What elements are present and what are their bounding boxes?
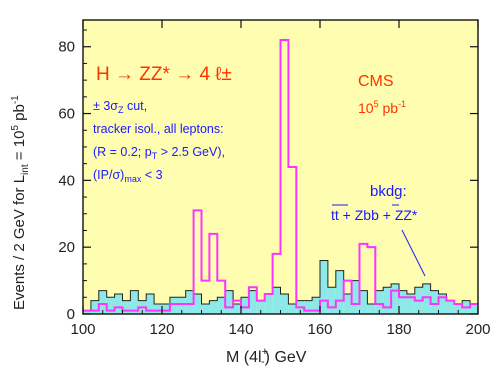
background-bar: [375, 290, 384, 314]
background-bar: [201, 303, 210, 314]
x-tick-label: 180: [386, 321, 411, 338]
background-bar: [90, 300, 99, 314]
background-bar: [438, 293, 447, 314]
background-bar: [106, 297, 115, 314]
background-bar: [209, 300, 218, 314]
background-series: [82, 260, 478, 314]
background-bar: [406, 293, 415, 314]
y-axis-label: Events / 2 GeV for Lint = 105 pb-1: [10, 95, 31, 310]
background-label: bkdg:: [370, 183, 407, 200]
cut-line-3: (R = 0.2; pT > 2.5 GeV),: [93, 145, 225, 161]
y-tick-label: 60: [58, 106, 75, 123]
process-label: H → ZZ* → 4 ℓ±: [96, 64, 232, 85]
background-bar: [217, 297, 226, 314]
y-tick-label: 0: [67, 306, 75, 323]
background-bar: [83, 310, 91, 314]
background-bar: [430, 290, 439, 314]
background-bar: [185, 290, 194, 314]
background-bar: [169, 297, 178, 314]
x-tick-label: 140: [228, 321, 253, 338]
background-pointer: [401, 229, 426, 277]
background-bar: [225, 290, 234, 314]
background-bar: [248, 290, 257, 314]
background-bar: [162, 303, 170, 314]
background-bar: [422, 283, 431, 314]
background-bar: [130, 290, 139, 314]
experiment-label: CMS: [358, 73, 394, 90]
background-bar: [327, 287, 336, 314]
background-bar: [193, 293, 202, 314]
background-bar: [154, 303, 162, 314]
background-bar: [367, 303, 376, 314]
background-bar: [335, 270, 344, 314]
x-axis-label: M (4l+ -) GeV: [226, 346, 307, 368]
signal-series: [83, 39, 478, 312]
y-tick-label: 40: [58, 172, 75, 189]
axis-ticks: 100 120 140 160 180 200 0 20 40 60 80: [58, 20, 491, 338]
background-bar: [312, 297, 320, 314]
background-processes: tt + Zbb + ZZ*: [331, 207, 418, 223]
background-bar: [241, 297, 249, 314]
background-bar: [122, 300, 131, 314]
background-bar: [264, 293, 273, 314]
y-tick-label: 80: [58, 39, 75, 56]
background-bar: [177, 297, 186, 314]
y-tick-label: 20: [58, 239, 75, 256]
background-bar: [351, 280, 360, 314]
background-bar: [256, 300, 265, 314]
background-bar: [114, 293, 123, 314]
background-bar: [280, 293, 289, 314]
x-tick-label: 120: [149, 321, 174, 338]
signal-line: [83, 39, 478, 312]
background-bar: [233, 303, 241, 314]
lumi-label: 105 pb-1: [358, 99, 406, 116]
background-bar: [470, 303, 478, 314]
x-tick-label: 160: [307, 321, 332, 338]
background-bar: [359, 290, 368, 314]
background-bar: [146, 293, 155, 314]
background-bar: [98, 290, 107, 314]
background-bar: [320, 260, 328, 314]
background-bar: [383, 287, 392, 314]
background-bar: [391, 283, 399, 314]
background-outline: [82, 260, 478, 314]
background-bar: [272, 287, 281, 314]
cut-line-2: tracker isol., all leptons:: [93, 122, 224, 136]
background-bar: [446, 300, 455, 314]
cut-line-1: ± 3σZ cut,: [93, 99, 147, 115]
x-tick-label: 100: [70, 321, 95, 338]
background-bar: [399, 290, 407, 314]
x-tick-label: 200: [465, 321, 490, 338]
background-bar: [454, 303, 463, 314]
background-bar: [343, 293, 352, 314]
background-bar: [304, 300, 313, 314]
background-bar: [288, 303, 297, 314]
cut-line-4: (IP/σ)max < 3: [93, 168, 163, 184]
